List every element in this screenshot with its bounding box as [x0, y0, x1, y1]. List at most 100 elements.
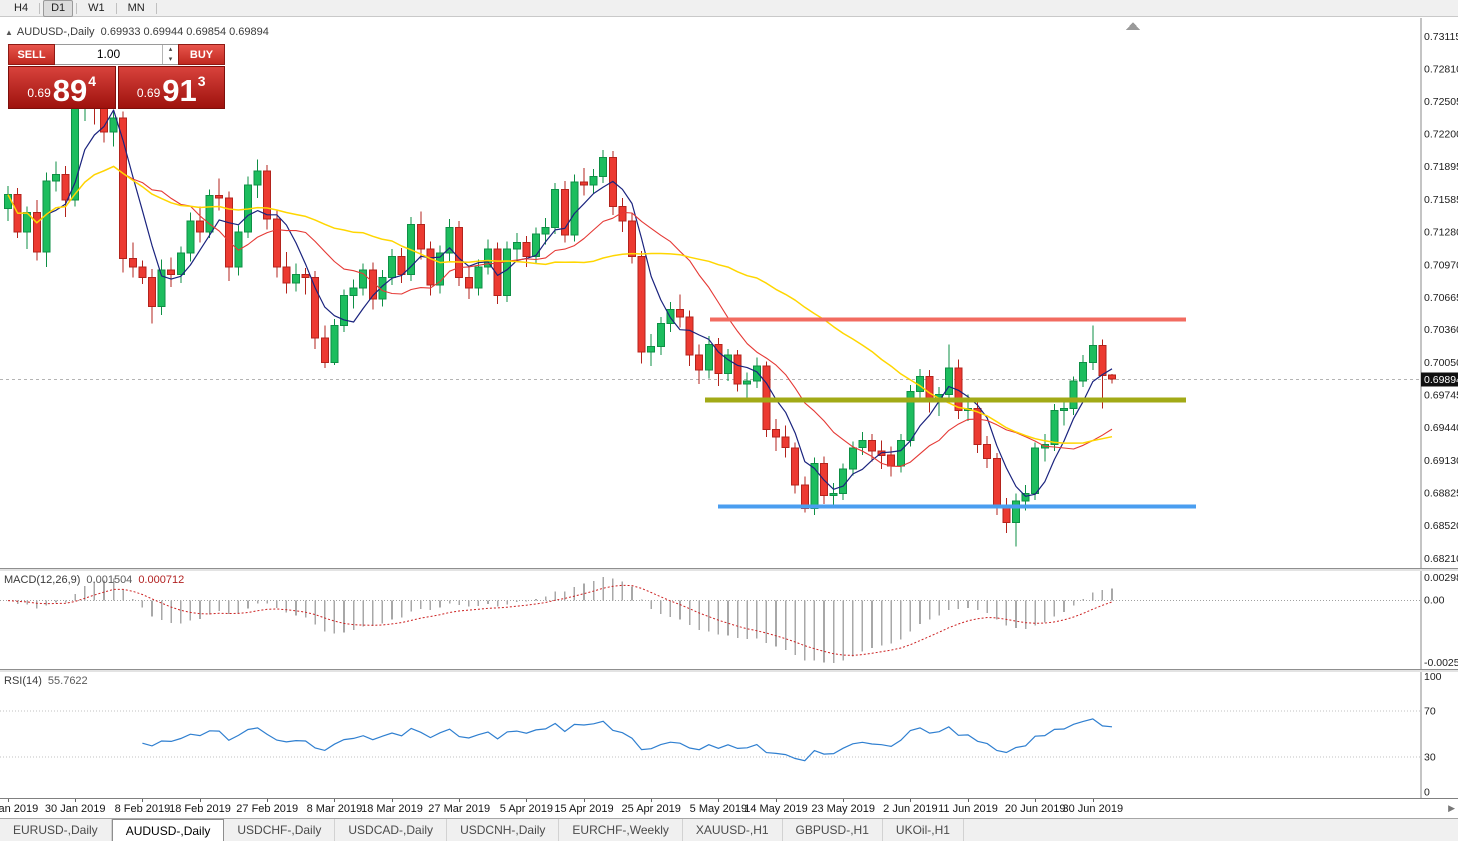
- chart-shift-marker[interactable]: [1126, 22, 1140, 30]
- tab-eurusd-daily[interactable]: EURUSD-,Daily: [0, 819, 112, 841]
- candle: [215, 195, 224, 199]
- tab-audusd-daily[interactable]: AUDUSD-,Daily: [111, 819, 225, 841]
- candle: [263, 170, 272, 220]
- rsi-indicator-pane[interactable]: 100 70 30 0: [0, 672, 1458, 798]
- candle: [512, 242, 521, 250]
- candle: [772, 429, 780, 438]
- one-click-trading-panel: SELL 1.00 ▴ ▾ BUY 0.69 89 4 0.69 91 3: [8, 44, 225, 109]
- date-tick-mark: [334, 799, 336, 802]
- date-tick-mark: [1092, 799, 1094, 802]
- candle: [983, 444, 992, 459]
- candle: [656, 322, 665, 348]
- date-tick-mark: [526, 799, 528, 802]
- candle: [1021, 493, 1030, 502]
- candle: [148, 277, 156, 307]
- ma-slow-line[interactable]: [7, 165, 1113, 444]
- candle: [781, 436, 790, 449]
- candle: [800, 484, 809, 509]
- candle: [599, 156, 608, 177]
- candle: [205, 195, 214, 233]
- volume-value[interactable]: 1.00: [96, 47, 121, 61]
- tab-gbpusd-h1[interactable]: GBPUSD-,H1: [783, 819, 883, 841]
- candle: [896, 439, 905, 467]
- date-label: 18 Mar 2019: [361, 803, 423, 815]
- tab-eurchf-weekly[interactable]: EURCHF-,Weekly: [559, 819, 683, 841]
- date-label: 2 Jun 2019: [883, 803, 938, 815]
- tab-usdcnh-daily[interactable]: USDCNH-,Daily: [447, 819, 560, 841]
- tab-xauusd-h1[interactable]: XAUUSD-,H1: [683, 819, 783, 841]
- candle: [743, 380, 752, 385]
- ma-fast-line[interactable]: [7, 109, 1113, 497]
- candle: [436, 252, 444, 286]
- tab-usdcad-daily[interactable]: USDCAD-,Daily: [335, 819, 448, 841]
- rsi-axis-label: 30: [1424, 752, 1436, 764]
- candle: [858, 439, 867, 449]
- date-tick-mark: [267, 799, 269, 802]
- candle: [628, 220, 636, 257]
- candle: [186, 220, 195, 254]
- candle: [1002, 505, 1011, 523]
- candle: [224, 197, 233, 268]
- date-label: 15 Apr 2019: [554, 803, 614, 815]
- timeframe-button-h4[interactable]: H4: [14, 1, 29, 14]
- candle: [138, 266, 147, 278]
- sell-price-display[interactable]: 0.69 89 4: [8, 66, 116, 109]
- one-click-collapse-icon[interactable]: ▲: [5, 28, 13, 37]
- candle: [493, 248, 502, 297]
- timeframe-button-w1[interactable]: W1: [88, 1, 105, 14]
- date-label: 27 Mar 2019: [428, 803, 491, 815]
- candle: [676, 309, 684, 318]
- candle: [42, 180, 51, 253]
- ma-mid-line[interactable]: [7, 165, 1113, 467]
- sell-button[interactable]: SELL: [8, 44, 55, 65]
- candle: [829, 493, 838, 497]
- buy-button[interactable]: BUY: [178, 44, 225, 65]
- date-label: 21 Jan 2019: [0, 803, 39, 815]
- date-label: 8 Mar 2019: [306, 803, 363, 815]
- macd-indicator-pane[interactable]: 0.00298 0.00 -0.00252: [0, 571, 1458, 669]
- timeframe-button-d1[interactable]: D1: [43, 0, 74, 17]
- one-click-price-row: 0.69 89 4 0.69 91 3: [8, 66, 225, 109]
- date-tick-mark: [1035, 799, 1037, 802]
- sell-price-prefix: 0.69: [27, 86, 51, 100]
- timeframe-button-mn[interactable]: MN: [127, 1, 145, 14]
- pane-divider[interactable]: [0, 568, 1458, 571]
- chart-tab-bar: EURUSD-,Daily AUDUSD-,Daily USDCHF-,Dail…: [0, 818, 1458, 841]
- candle: [272, 218, 281, 268]
- pane-divider[interactable]: [0, 669, 1458, 672]
- candle: [695, 354, 704, 371]
- date-label: 25 Apr 2019: [621, 803, 681, 815]
- buy-price-display[interactable]: 0.69 91 3: [117, 66, 225, 109]
- candle: [301, 273, 310, 279]
- macd-axis-label: -0.00252: [1424, 657, 1458, 669]
- volume-field[interactable]: 1.00 ▴ ▾: [55, 44, 178, 65]
- toolbar-separator: [155, 2, 157, 14]
- tab-ukoil-h1[interactable]: UKOil-,H1: [883, 819, 964, 841]
- candle: [292, 273, 300, 284]
- scroll-right-icon[interactable]: ▶: [1448, 803, 1455, 813]
- candle: [234, 231, 243, 268]
- candle: [580, 181, 588, 186]
- date-label: 14 May 2019: [744, 803, 808, 815]
- candle: [157, 269, 166, 307]
- candle: [61, 173, 70, 201]
- candle: [474, 266, 483, 289]
- candle: [196, 220, 204, 233]
- spinner-up-icon[interactable]: ▴: [168, 46, 173, 53]
- date-tick-mark: [200, 799, 201, 802]
- date-tick-mark: [459, 799, 461, 802]
- date-tick-mark: [75, 799, 77, 802]
- rsi-line: [142, 718, 1113, 762]
- date-tick-mark: [968, 799, 969, 802]
- candle: [724, 354, 732, 374]
- timeframe-toolbar: H4 D1 W1 MN: [0, 0, 1458, 17]
- spinner-down-icon[interactable]: ▾: [168, 55, 173, 63]
- date-label: 23 May 2019: [811, 803, 875, 815]
- volume-spinner[interactable]: ▴ ▾: [162, 45, 178, 64]
- candle: [1050, 410, 1059, 446]
- tab-usdchf-daily[interactable]: USDCHF-,Daily: [224, 819, 336, 841]
- candle: [618, 205, 627, 222]
